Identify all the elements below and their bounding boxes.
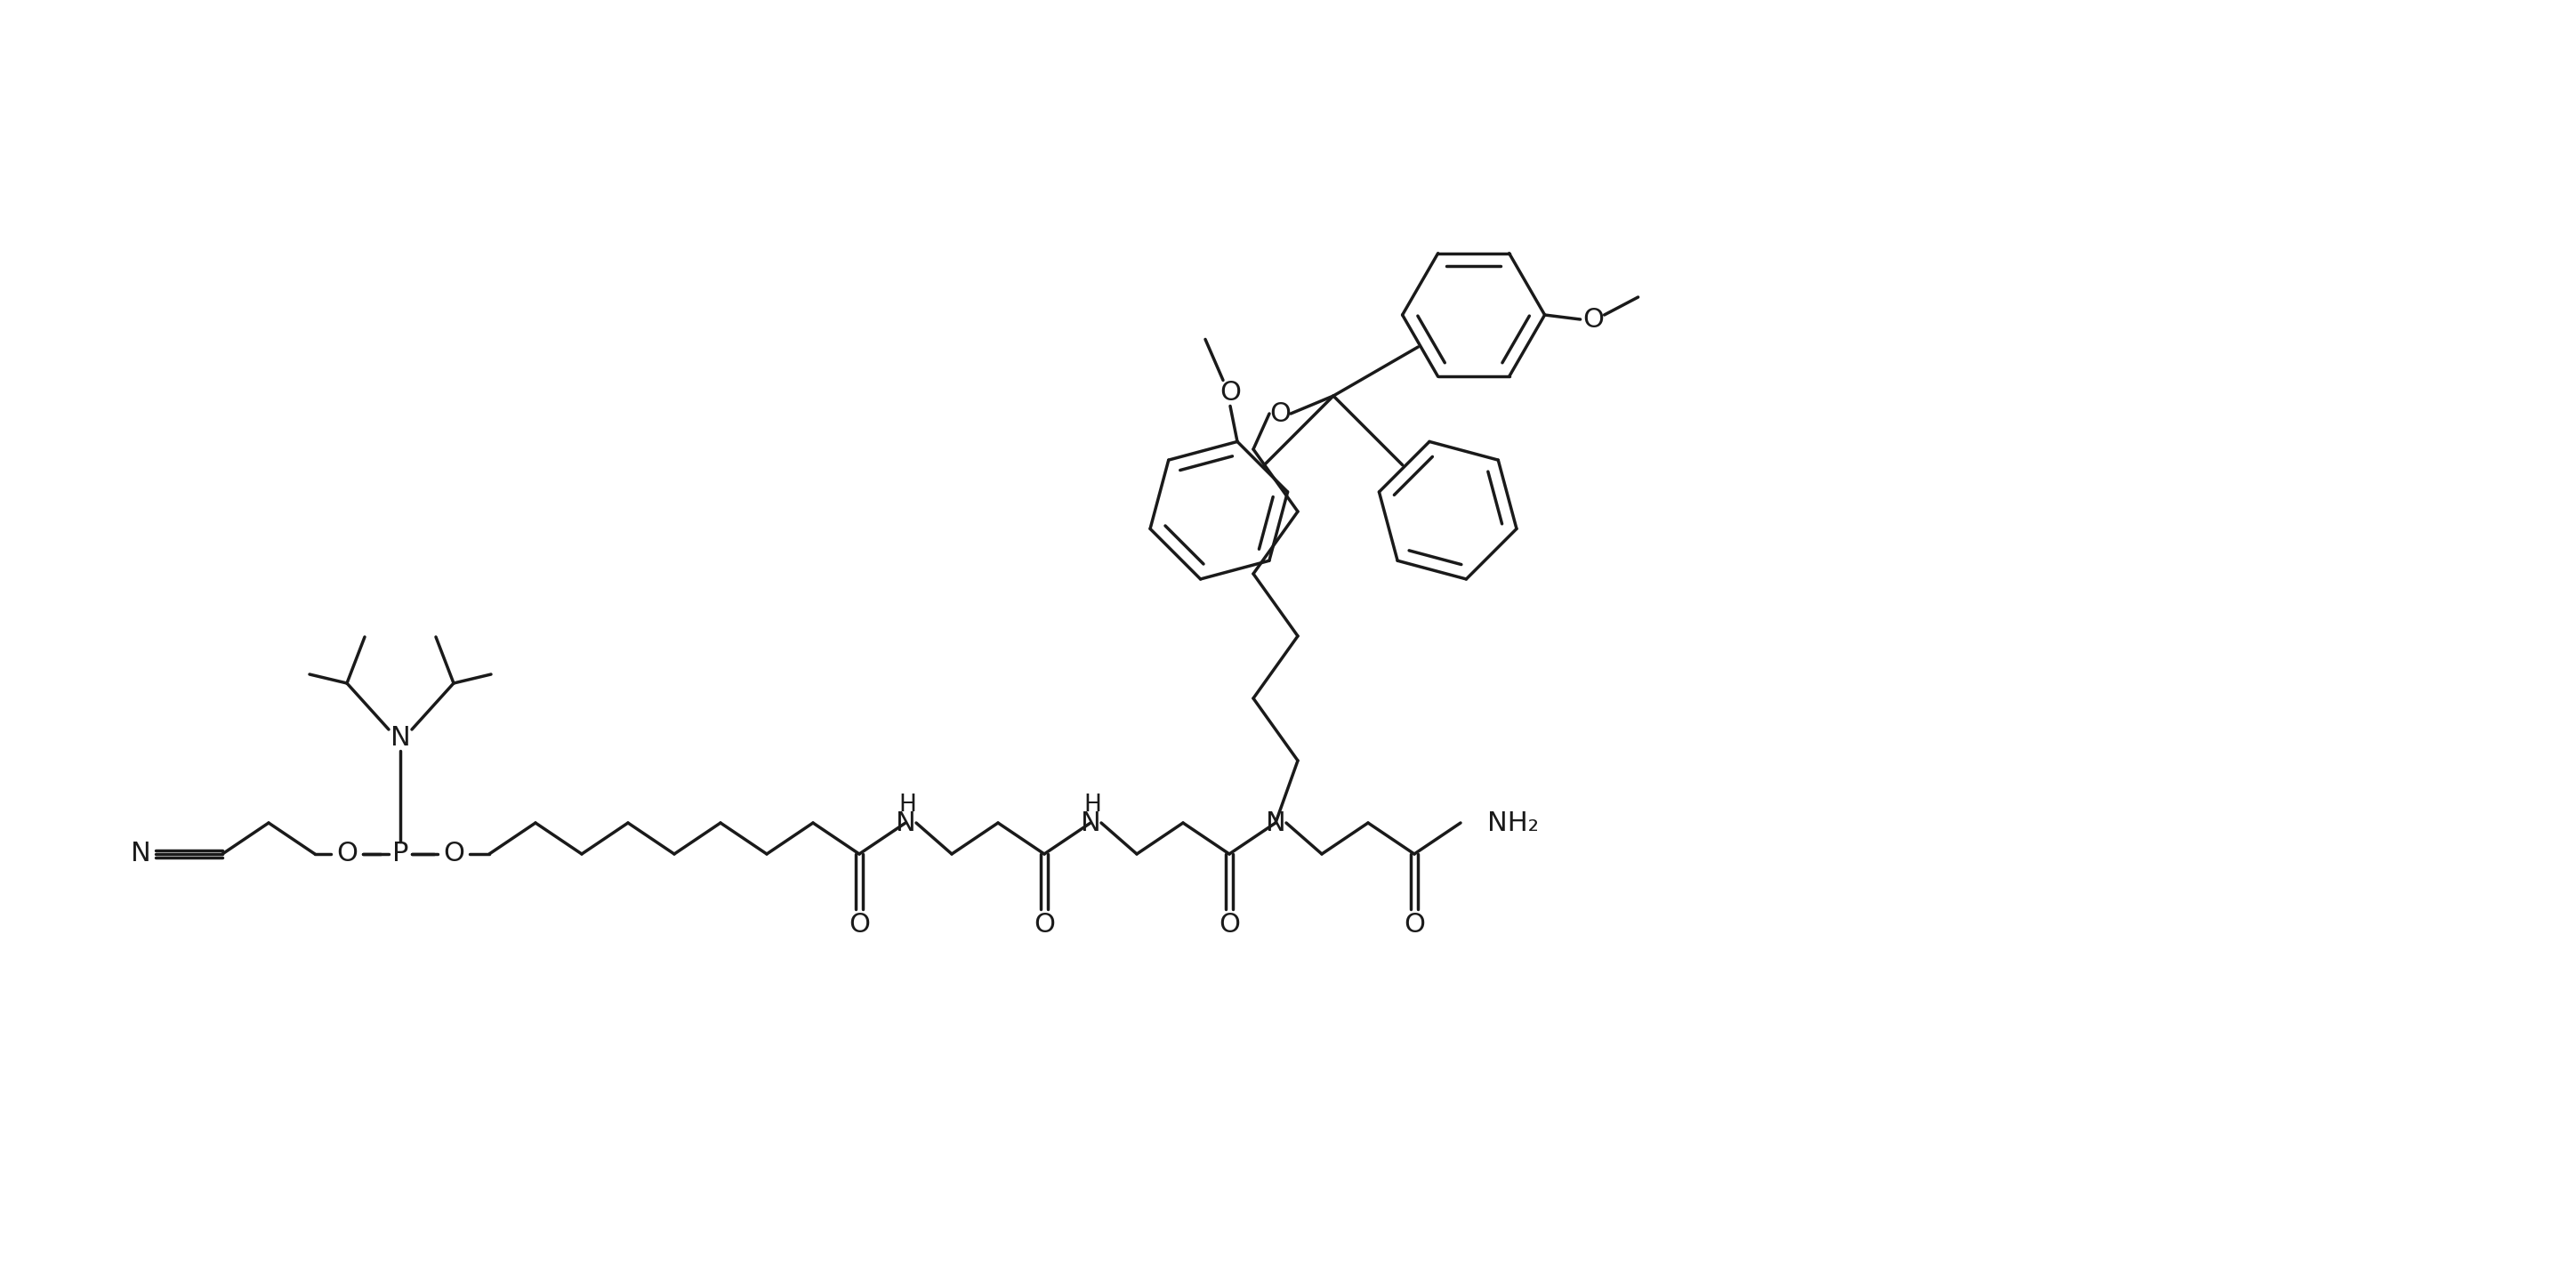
Text: H: H: [1084, 793, 1100, 817]
Text: O: O: [1270, 401, 1291, 426]
Text: O: O: [337, 841, 358, 867]
Text: O: O: [848, 912, 871, 939]
Text: N: N: [1265, 810, 1285, 836]
Text: NH₂: NH₂: [1486, 810, 1538, 836]
Text: P: P: [392, 841, 410, 867]
Text: O: O: [1218, 379, 1242, 406]
Text: H: H: [899, 793, 917, 817]
Text: O: O: [1584, 306, 1605, 333]
Text: O: O: [1218, 912, 1239, 939]
Text: O: O: [1404, 912, 1425, 939]
Text: N: N: [896, 810, 914, 836]
Text: O: O: [1033, 912, 1056, 939]
Text: O: O: [443, 841, 464, 867]
Text: N: N: [1079, 810, 1100, 836]
Text: N: N: [389, 725, 410, 751]
Text: N: N: [131, 841, 152, 867]
